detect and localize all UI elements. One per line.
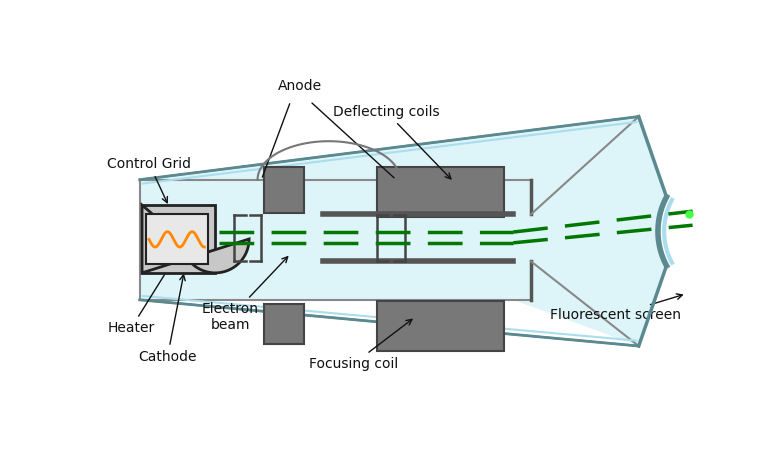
Bar (377, 167, 504, 217)
Bar (142, 205, 215, 273)
Text: Control Grid: Control Grid (107, 157, 192, 203)
Text: Heater: Heater (107, 265, 170, 335)
Text: Cathode: Cathode (138, 275, 197, 364)
Text: Deflecting coils: Deflecting coils (333, 105, 451, 179)
Bar (146, 214, 207, 264)
Bar (264, 167, 303, 213)
Text: Fluorescent screen: Fluorescent screen (551, 294, 683, 322)
Polygon shape (140, 116, 666, 346)
Bar (264, 304, 303, 344)
Text: Focusing coil: Focusing coil (309, 319, 412, 371)
Text: Electron
beam: Electron beam (202, 257, 288, 332)
Bar (377, 301, 504, 351)
Polygon shape (142, 205, 249, 273)
Text: Anode: Anode (278, 79, 322, 93)
